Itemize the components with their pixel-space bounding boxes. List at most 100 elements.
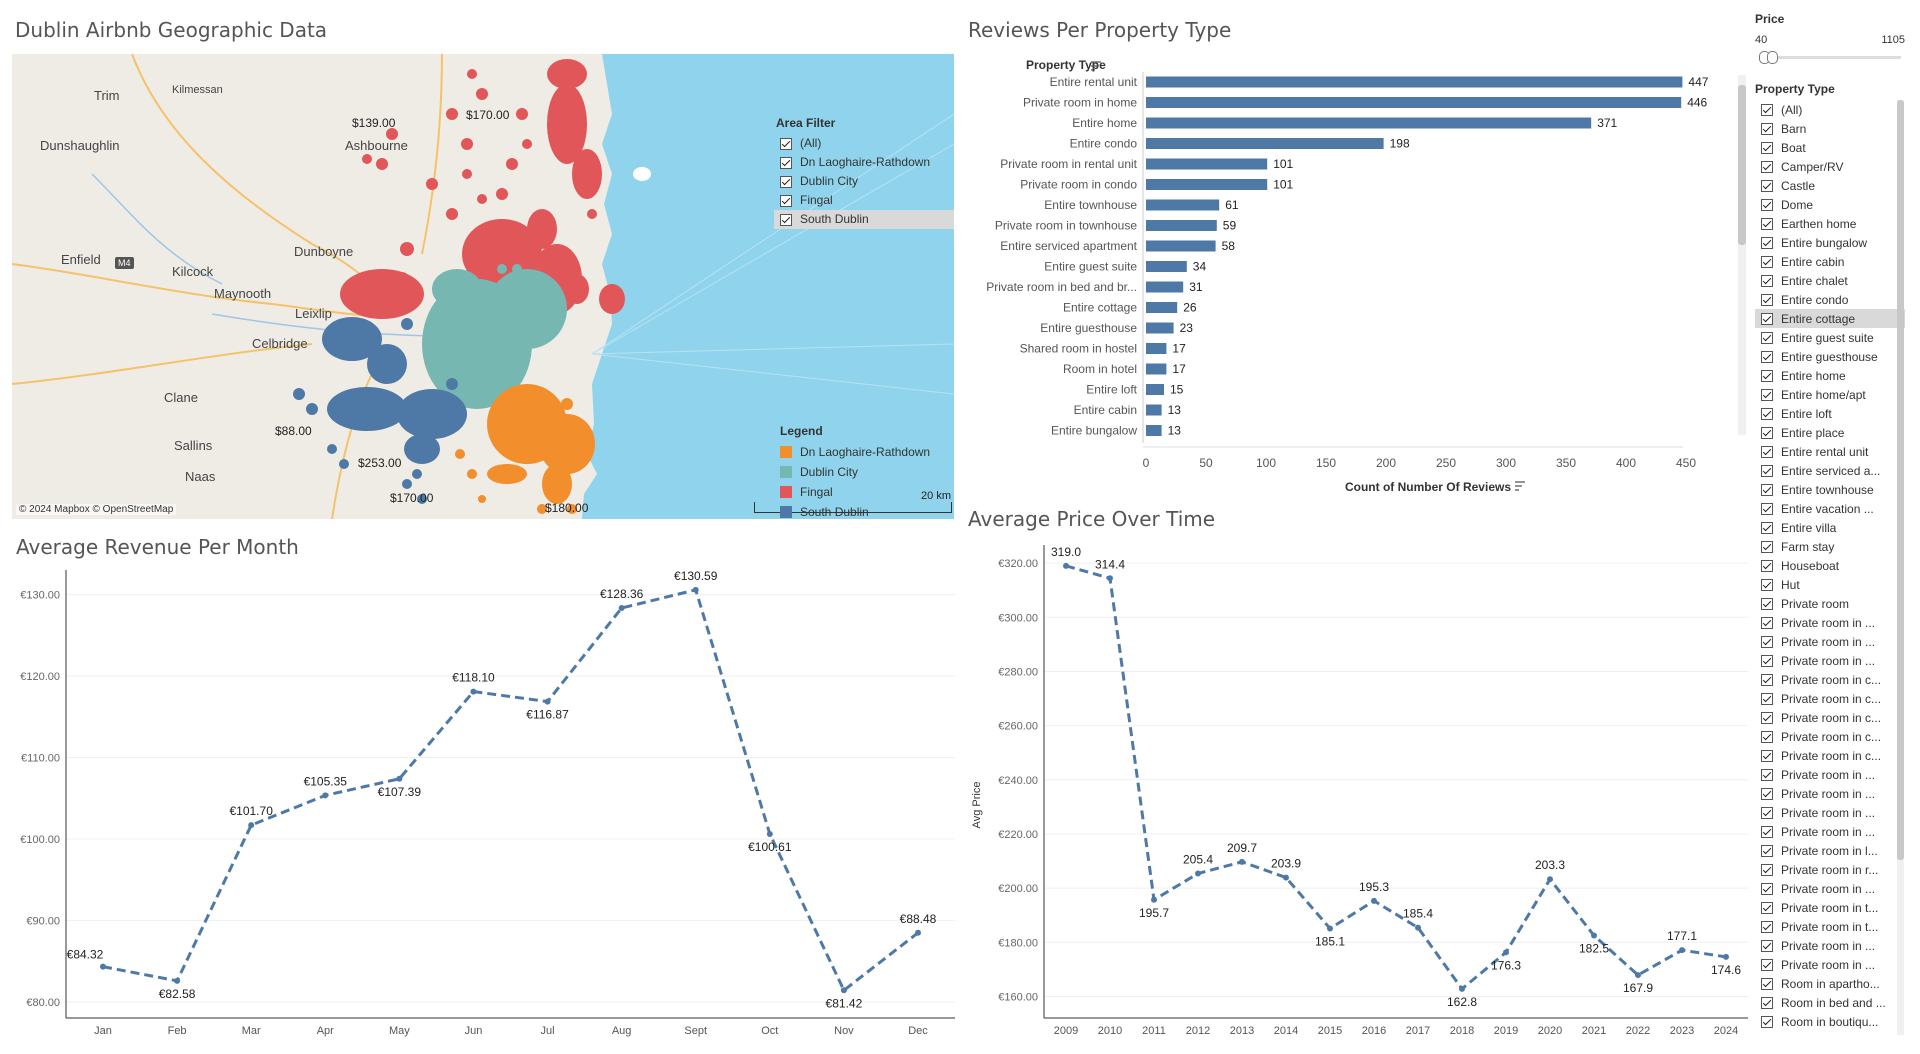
checkbox[interactable] [1761, 179, 1773, 192]
property-type-item[interactable]: Entire home/apt [1755, 385, 1905, 404]
property-type-item[interactable]: Entire loft [1755, 404, 1905, 423]
checkbox[interactable] [1761, 103, 1773, 116]
property-type-item[interactable]: Entire rental unit [1755, 442, 1905, 461]
checkbox[interactable] [1761, 274, 1773, 287]
property-type-item[interactable]: Entire bungalow [1755, 233, 1905, 252]
checkbox[interactable] [1761, 122, 1773, 135]
property-filter-scrollbar[interactable] [1897, 100, 1904, 1035]
property-type-filter[interactable]: Property Type (All) Barn Boat Camper/RV Cast… [1755, 82, 1905, 1031]
property-type-item[interactable]: Entire cottage [1755, 309, 1905, 328]
checkbox[interactable] [780, 194, 792, 207]
checkbox[interactable] [1761, 806, 1773, 819]
property-type-item[interactable]: Boat [1755, 138, 1905, 157]
checkbox[interactable] [1761, 597, 1773, 610]
property-type-item[interactable]: Entire cabin [1755, 252, 1905, 271]
checkbox[interactable] [1761, 236, 1773, 249]
checkbox[interactable] [1761, 540, 1773, 553]
scrollbar-thumb[interactable] [1897, 100, 1904, 860]
area-filter-item[interactable]: Dublin City [774, 172, 954, 191]
checkbox[interactable] [1761, 388, 1773, 401]
property-type-item[interactable]: Private room in ... [1755, 632, 1905, 651]
checkbox[interactable] [1761, 559, 1773, 572]
property-type-item[interactable]: Barn [1755, 119, 1905, 138]
property-type-item[interactable]: Private room in ... [1755, 765, 1905, 784]
checkbox[interactable] [1761, 787, 1773, 800]
property-type-item[interactable]: Private room in ... [1755, 784, 1905, 803]
property-type-item[interactable]: Dome [1755, 195, 1905, 214]
checkbox[interactable] [1761, 445, 1773, 458]
property-type-item[interactable]: Entire place [1755, 423, 1905, 442]
property-type-item[interactable]: Earthen home [1755, 214, 1905, 233]
property-type-item[interactable]: Private room in c... [1755, 727, 1905, 746]
checkbox[interactable] [1761, 673, 1773, 686]
property-type-item[interactable]: Private room in c... [1755, 746, 1905, 765]
property-type-item[interactable]: Entire villa [1755, 518, 1905, 537]
checkbox[interactable] [1761, 958, 1773, 971]
checkbox[interactable] [1761, 882, 1773, 895]
checkbox[interactable] [1761, 711, 1773, 724]
property-type-item[interactable]: Room in bed and ... [1755, 993, 1905, 1012]
property-type-item[interactable]: Private room in ... [1755, 936, 1905, 955]
reviews-scrollbar[interactable] [1738, 75, 1746, 435]
reviews-scrollbar-thumb[interactable] [1738, 85, 1746, 245]
reviews-chart[interactable]: Property Type Entire rental unit 447 Privat… [958, 50, 1754, 495]
checkbox[interactable] [780, 156, 792, 169]
property-type-item[interactable]: Castle [1755, 176, 1905, 195]
property-type-item[interactable]: Entire condo [1755, 290, 1905, 309]
property-type-item[interactable]: Hut [1755, 575, 1905, 594]
checkbox[interactable] [1761, 920, 1773, 933]
checkbox[interactable] [1761, 502, 1773, 515]
checkbox[interactable] [1761, 160, 1773, 173]
property-type-item[interactable]: Private room in l... [1755, 841, 1905, 860]
property-type-item[interactable]: Private room in t... [1755, 917, 1905, 936]
property-type-item[interactable]: Entire guest suite [1755, 328, 1905, 347]
checkbox[interactable] [1761, 198, 1773, 211]
checkbox[interactable] [1761, 939, 1773, 952]
dublin-map[interactable]: Trim Kilmessan Dunshaughlin Ashbourne Du… [12, 54, 954, 519]
checkbox[interactable] [780, 213, 792, 226]
area-filter-item[interactable]: (All) [774, 134, 954, 153]
property-type-item[interactable]: Entire chalet [1755, 271, 1905, 290]
checkbox[interactable] [1761, 977, 1773, 990]
property-type-item[interactable]: Room in apartho... [1755, 974, 1905, 993]
checkbox[interactable] [1761, 730, 1773, 743]
revenue-chart[interactable]: €80.00 €90.00 €100.00 €110.00 €120.00 €130.00… [0, 565, 958, 1049]
checkbox[interactable] [1761, 369, 1773, 382]
checkbox[interactable] [1761, 654, 1773, 667]
price-slider[interactable] [1755, 50, 1905, 64]
checkbox[interactable] [780, 137, 792, 150]
property-type-item[interactable]: Entire vacation ... [1755, 499, 1905, 518]
checkbox[interactable] [1761, 141, 1773, 154]
property-type-item[interactable]: Entire guesthouse [1755, 347, 1905, 366]
checkbox[interactable] [1761, 635, 1773, 648]
area-filter-item[interactable]: Dn Laoghaire-Rathdown [774, 153, 954, 172]
property-type-item[interactable]: Farm stay [1755, 537, 1905, 556]
checkbox[interactable] [780, 175, 792, 188]
checkbox[interactable] [1761, 521, 1773, 534]
checkbox[interactable] [1761, 825, 1773, 838]
area-filter-item[interactable]: Fingal [774, 191, 954, 210]
checkbox[interactable] [1761, 863, 1773, 876]
checkbox[interactable] [1761, 217, 1773, 230]
price-filter[interactable]: Price 40 1105 [1755, 12, 1905, 64]
property-type-item[interactable]: Private room in c... [1755, 670, 1905, 689]
property-type-item[interactable]: Private room in c... [1755, 689, 1905, 708]
checkbox[interactable] [1761, 483, 1773, 496]
checkbox[interactable] [1761, 692, 1773, 705]
property-type-item[interactable]: Private room in ... [1755, 613, 1905, 632]
checkbox[interactable] [1761, 331, 1773, 344]
checkbox[interactable] [1761, 578, 1773, 591]
price-chart[interactable]: €160.00 €180.00 €200.00 €220.00 €240.00 €260.… [958, 540, 1754, 1049]
checkbox[interactable] [1761, 749, 1773, 762]
property-type-item[interactable]: Entire home [1755, 366, 1905, 385]
checkbox[interactable] [1761, 768, 1773, 781]
property-type-item[interactable]: Private room in r... [1755, 860, 1905, 879]
checkbox[interactable] [1761, 464, 1773, 477]
checkbox[interactable] [1761, 350, 1773, 363]
checkbox[interactable] [1761, 293, 1773, 306]
property-type-item[interactable]: Camper/RV [1755, 157, 1905, 176]
area-filter[interactable]: Area Filter (All) Dn Laoghaire-Rathdown Du… [774, 116, 954, 229]
checkbox[interactable] [1761, 426, 1773, 439]
area-filter-item[interactable]: South Dublin [774, 210, 954, 229]
property-type-item[interactable]: Private room in c... [1755, 708, 1905, 727]
